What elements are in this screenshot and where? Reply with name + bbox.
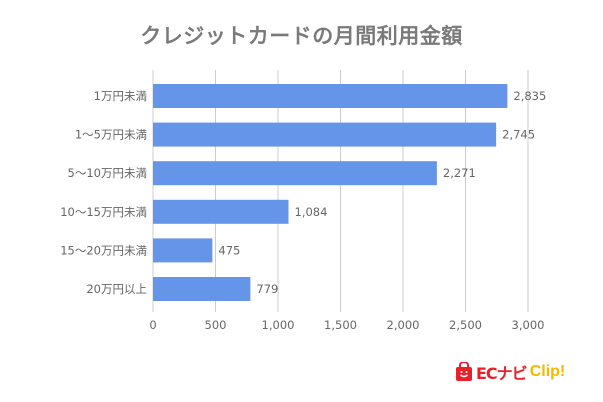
data-label: 2,271 bbox=[443, 166, 476, 180]
ecnavi-clip-logo: ECナビ Clip! bbox=[455, 360, 565, 384]
data-label: 475 bbox=[218, 243, 240, 257]
x-tick-label: 1,000 bbox=[262, 318, 295, 332]
logo-clip-text: Clip! bbox=[529, 363, 566, 380]
data-label: 2,835 bbox=[513, 89, 546, 103]
y-category-label: 10〜15万円未満 bbox=[60, 205, 147, 219]
bar bbox=[153, 238, 213, 263]
data-label: 1,084 bbox=[295, 205, 328, 219]
y-category-label: 5〜10万円未満 bbox=[68, 166, 147, 180]
x-tick-label: 2,500 bbox=[449, 318, 482, 332]
chart-title: クレジットカードの月間利用金額 bbox=[140, 24, 463, 48]
y-category-label: 15〜20万円未満 bbox=[60, 243, 147, 257]
y-category-label: 1万円未満 bbox=[94, 89, 147, 103]
x-tick-label: 500 bbox=[205, 318, 227, 332]
y-category-label: 20万円以上 bbox=[86, 282, 147, 296]
y-category-label: 1〜5万円未満 bbox=[75, 128, 147, 142]
bar bbox=[153, 122, 497, 147]
data-label: 2,745 bbox=[502, 128, 535, 142]
bar bbox=[153, 161, 437, 186]
bar bbox=[153, 84, 508, 108]
x-tick-label: 0 bbox=[149, 318, 156, 332]
data-label: 779 bbox=[256, 282, 278, 296]
shopping-bag-icon bbox=[456, 362, 472, 381]
x-tick-label: 3,000 bbox=[512, 318, 545, 332]
x-tick-label: 1,500 bbox=[324, 318, 357, 332]
x-tick-label: 2,000 bbox=[387, 318, 420, 332]
bar bbox=[153, 277, 251, 301]
logo-ec-text: ECナビ bbox=[476, 364, 528, 383]
bar bbox=[153, 199, 289, 224]
